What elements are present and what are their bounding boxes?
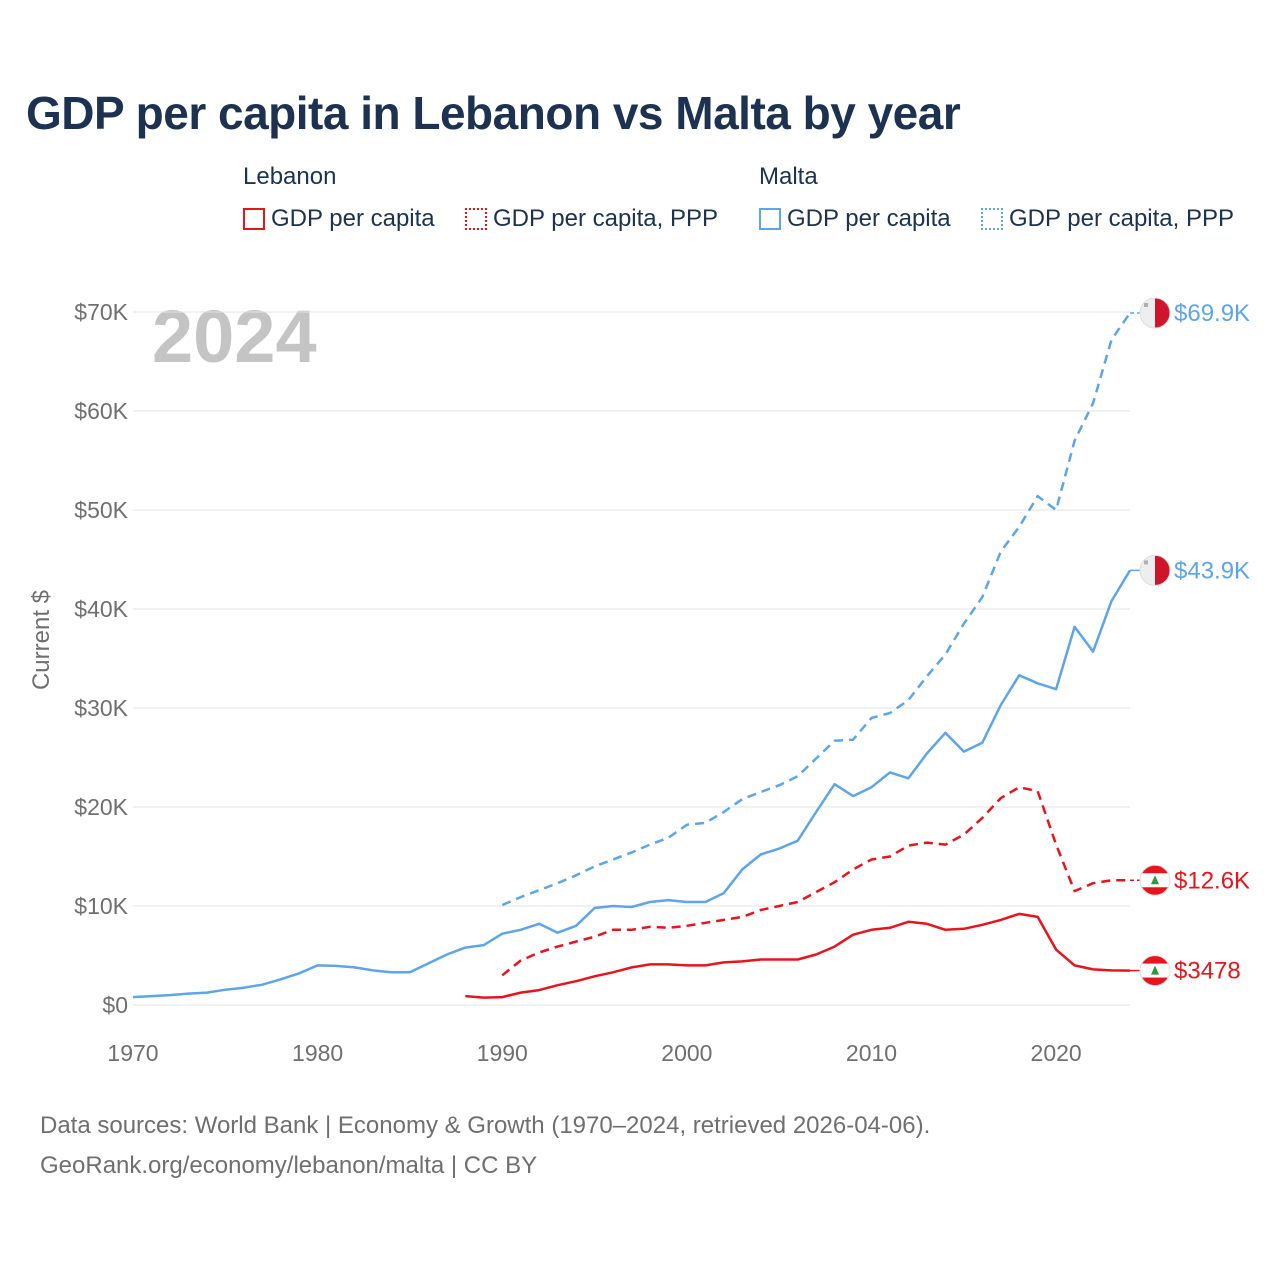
malta-flag-icon [1139, 554, 1171, 586]
x-tick-label: 2020 [1031, 1040, 1082, 1066]
end-value-label: $12.6K [1174, 867, 1250, 894]
chart-title: GDP per capita in Lebanon vs Malta by ye… [26, 87, 961, 139]
y-tick-label: $40K [74, 596, 128, 622]
legend-swatch-solid-icon [759, 208, 781, 230]
series-line-malta-solid [132, 569, 1132, 999]
y-tick-label: $60K [74, 398, 128, 424]
legend-item-lebanon-gdp[interactable]: GDP per capita [243, 203, 435, 235]
y-tick-label: $0 [102, 992, 128, 1018]
footer-link[interactable]: GeoRank.org/economy/lebanon/malta | CC B… [40, 1152, 538, 1179]
y-tick-label: $20K [74, 794, 128, 820]
legend-group-lebanon: Lebanon [243, 163, 337, 190]
legend-swatch-solid-icon [243, 208, 265, 230]
lebanon-flag-icon [1139, 864, 1171, 896]
legend-item-malta-gdp[interactable]: GDP per capita [759, 203, 951, 235]
x-tick-label: 1980 [292, 1040, 343, 1066]
end-value-label: $69.9K [1174, 300, 1250, 327]
y-tick-label: $10K [74, 893, 128, 919]
end-value-label: $43.9K [1174, 557, 1250, 584]
legend-label: GDP per capita, PPP [1009, 205, 1234, 232]
y-tick-label: $50K [74, 497, 128, 523]
legend-group-malta: Malta [759, 163, 818, 190]
series-line-malta-dashed [501, 312, 1132, 907]
y-tick-label: $30K [74, 695, 128, 721]
malta-flag-icon [1139, 297, 1171, 329]
legend-item-malta-gdp-ppp[interactable]: GDP per capita, PPP [981, 203, 1234, 235]
legend-label: GDP per capita, PPP [493, 205, 718, 232]
series-line-lebanon-solid [465, 912, 1131, 999]
y-tick-label: $70K [74, 299, 128, 325]
x-tick-label: 1990 [477, 1040, 528, 1066]
legend-label: GDP per capita [271, 205, 435, 232]
legend-label: GDP per capita [787, 205, 951, 232]
x-tick-label: 1970 [107, 1040, 158, 1066]
series-line-lebanon-dashed [501, 785, 1130, 977]
end-value-label: $3478 [1174, 958, 1241, 985]
legend-swatch-dotted-icon [981, 208, 1003, 230]
year-watermark: 2024 [152, 295, 317, 378]
footer: Data sources: World Bank | Economy & Gro… [40, 1106, 930, 1186]
legend-item-lebanon-gdp-ppp[interactable]: GDP per capita, PPP [465, 203, 718, 235]
lebanon-flag-icon [1139, 955, 1171, 987]
x-tick-label: 2000 [661, 1040, 712, 1066]
x-tick-label: 2010 [846, 1040, 897, 1066]
legend-swatch-dotted-icon [465, 208, 487, 230]
footer-sources: Data sources: World Bank | Economy & Gro… [40, 1112, 931, 1139]
